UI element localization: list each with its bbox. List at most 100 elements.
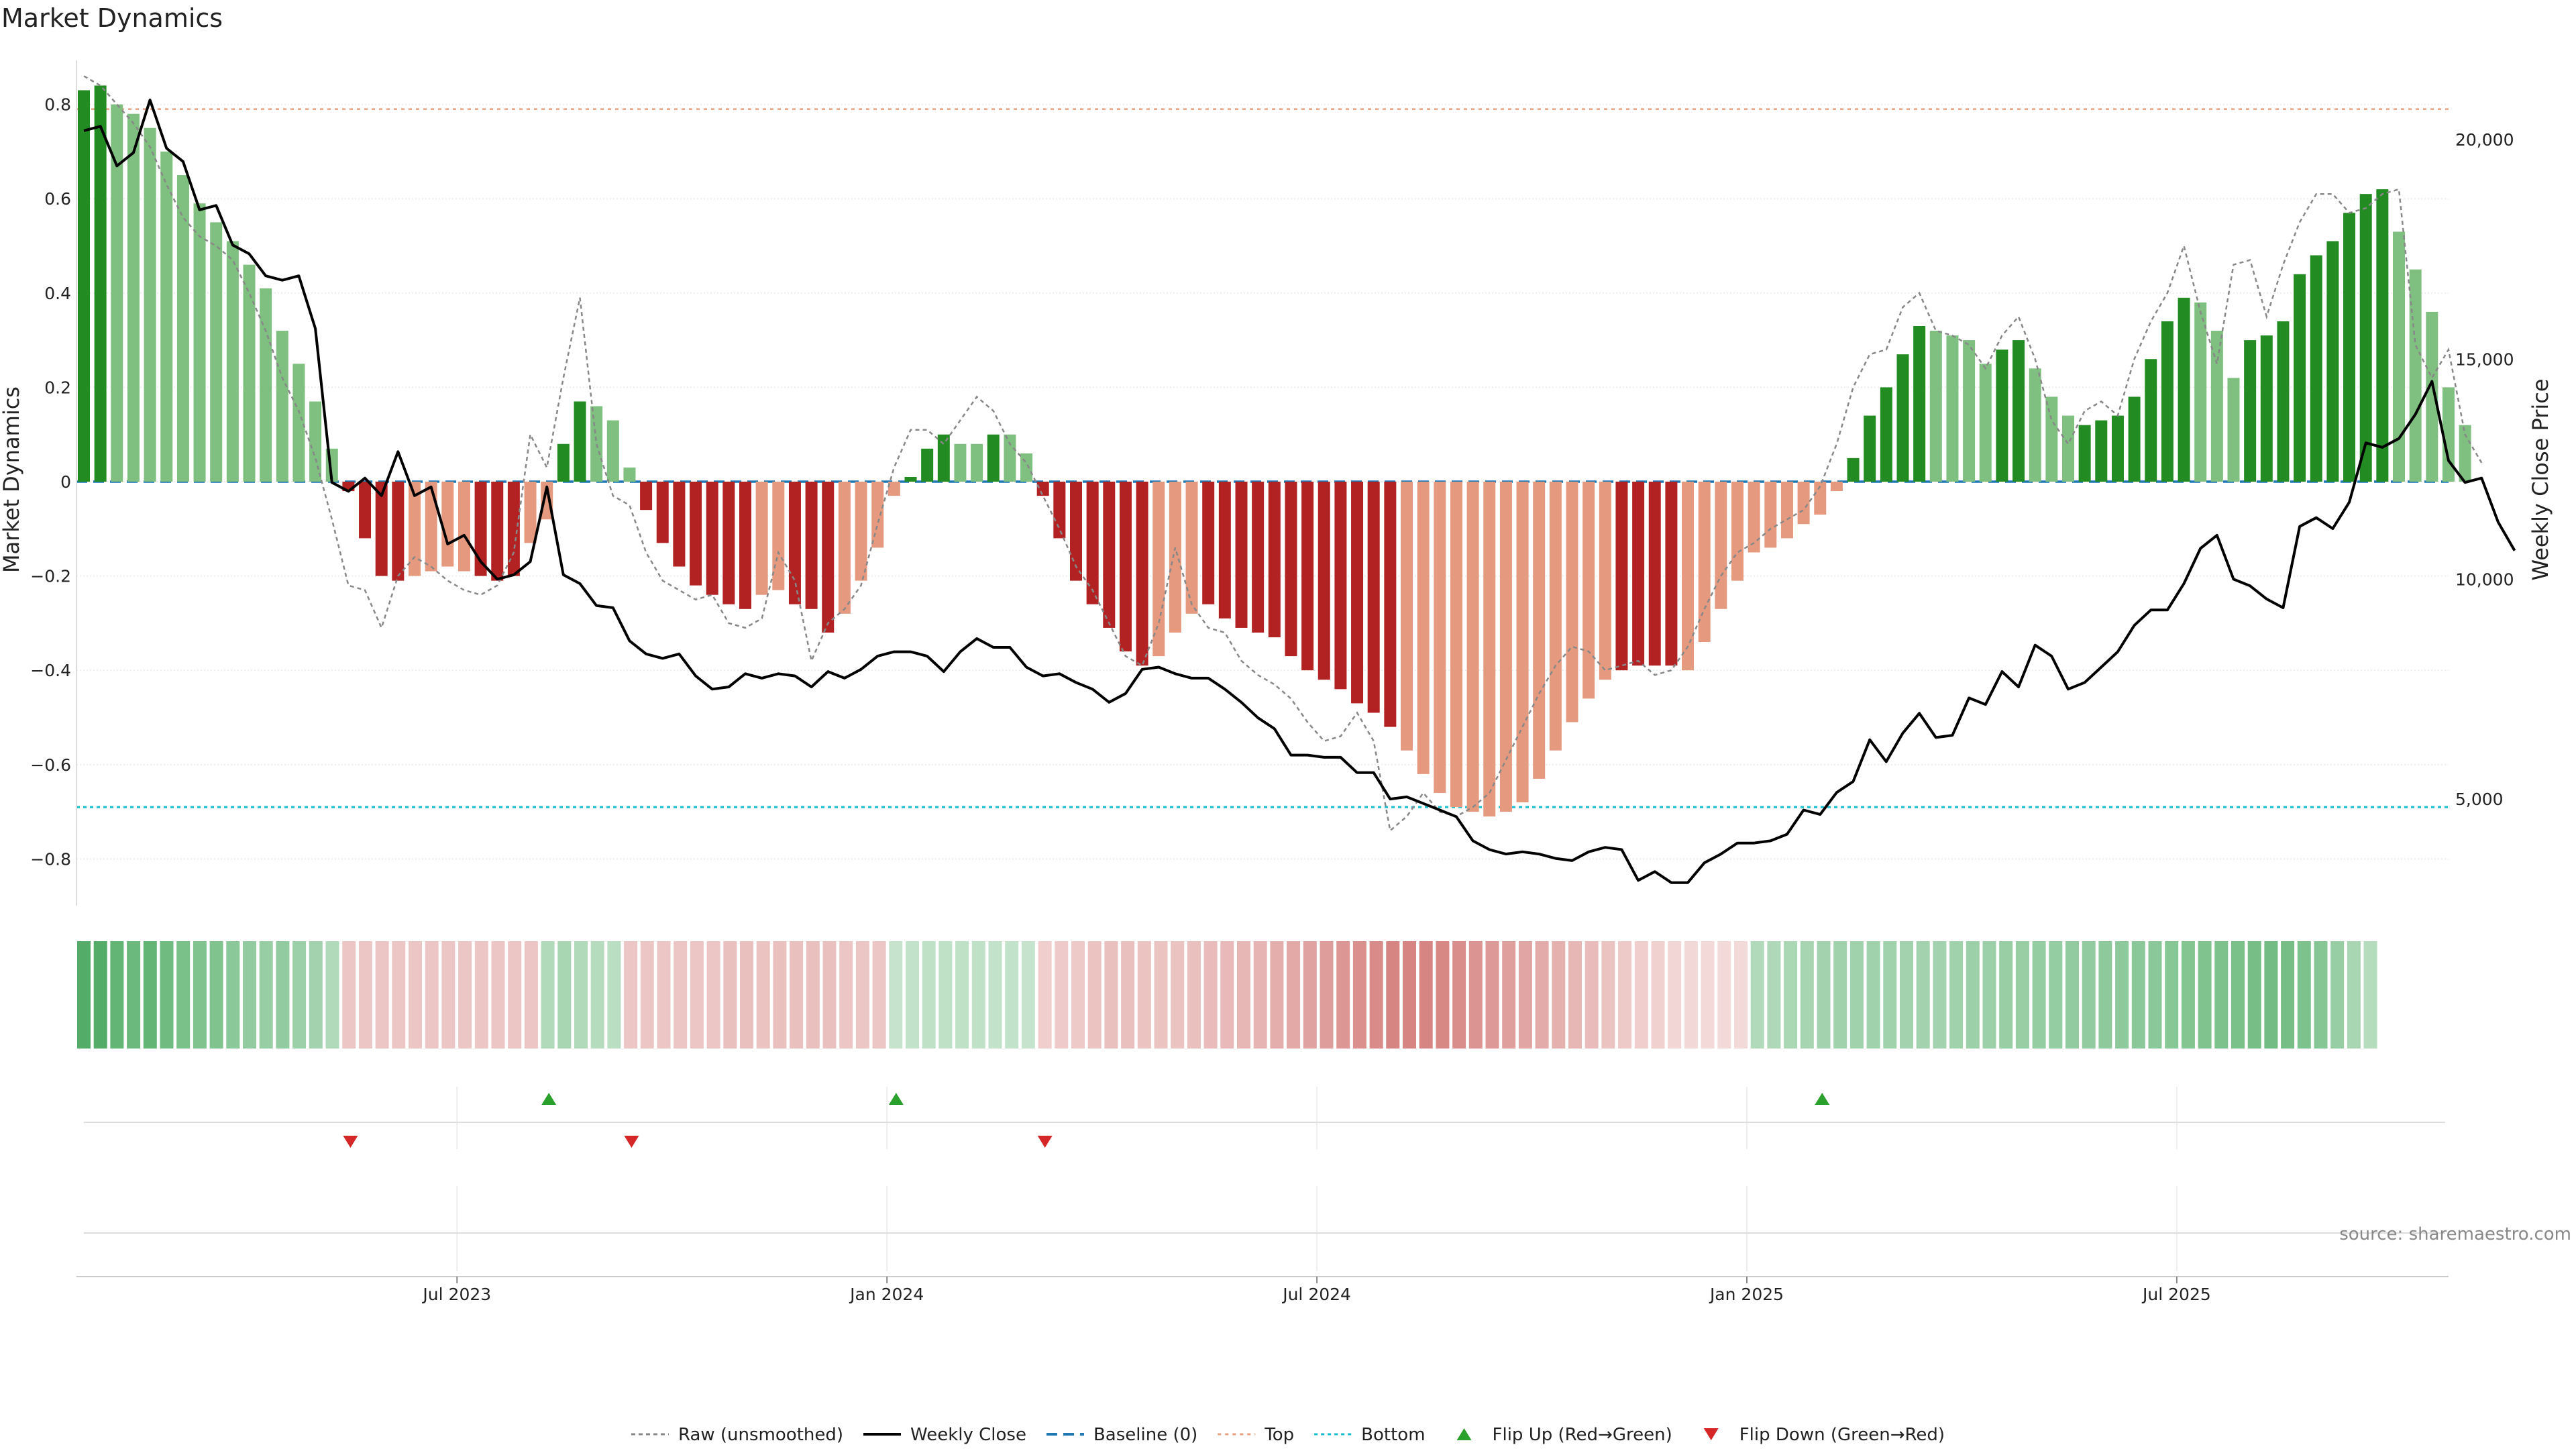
y-left-tick-8: −0.8: [30, 849, 71, 869]
bar-week-3: [127, 113, 140, 482]
legend-item-baseline: Baseline (0): [1046, 1425, 1197, 1445]
bar-week-84: [1466, 482, 1479, 812]
heat-cell-86: [1502, 941, 1516, 1049]
bar-week-142: [2426, 311, 2438, 482]
flip-markers: [343, 1093, 1830, 1148]
heat-cell-43: [790, 941, 804, 1049]
bar-week-128: [2194, 302, 2207, 482]
legend-label-close: Weekly Close: [910, 1425, 1026, 1445]
bar-week-91: [1582, 482, 1595, 699]
heat-cell-130: [2231, 941, 2245, 1049]
bar-week-70: [1235, 482, 1248, 628]
x-tick-label-3: Jan 2025: [1709, 1285, 1784, 1304]
bar-week-115: [1979, 364, 1992, 482]
heat-cell-9: [226, 941, 240, 1049]
heat-cell-84: [1468, 941, 1483, 1049]
bar-week-33: [623, 467, 636, 482]
bar-week-95: [1648, 482, 1661, 666]
weekly-close-line: [83, 99, 2516, 884]
bar-week-35: [656, 482, 669, 543]
heat-cell-12: [276, 941, 290, 1049]
bar-week-29: [557, 443, 570, 482]
bar-week-139: [2376, 189, 2389, 482]
bar-week-108: [1864, 415, 1876, 482]
heat-cell-117: [2015, 941, 2029, 1049]
bar-week-102: [1764, 482, 1777, 548]
heat-cell-125: [2148, 941, 2162, 1049]
y-right-tick-0: 20,000: [2455, 130, 2514, 150]
legend-label-top: Top: [1264, 1425, 1294, 1445]
bar-week-53: [954, 443, 967, 482]
bar-week-130: [2227, 378, 2240, 482]
heat-cell-110: [1900, 941, 1913, 1049]
legend-item-flip_up: Flip Up (Red→Green): [1456, 1425, 1672, 1445]
bar-week-144: [2459, 425, 2471, 482]
bar-week-25: [491, 482, 504, 581]
legend-label-baseline: Baseline (0): [1093, 1425, 1197, 1445]
legend: Raw (unsmoothed) Weekly Close Baseline (0)…: [631, 1425, 1945, 1445]
x-tick-label-2: Jul 2024: [1281, 1285, 1351, 1304]
bar-week-42: [772, 482, 785, 590]
bar-week-98: [1698, 482, 1711, 643]
bar-week-55: [987, 434, 1000, 482]
legend-item-close: Weekly Close: [863, 1425, 1026, 1445]
bar-week-88: [1533, 482, 1546, 779]
series-lines: [83, 75, 2516, 884]
heat-cell-82: [1436, 941, 1450, 1049]
y-axis-right-label: Weekly Close Price: [2528, 378, 2553, 580]
heat-cell-134: [2297, 941, 2311, 1049]
bar-week-132: [2260, 335, 2273, 482]
bar-week-92: [1599, 482, 1611, 680]
heat-cell-106: [1833, 941, 1847, 1049]
heat-cell-59: [1055, 941, 1069, 1049]
heat-cell-72: [1270, 941, 1284, 1049]
heat-cell-102: [1767, 941, 1781, 1049]
bar-week-89: [1549, 482, 1562, 751]
heat-cell-8: [209, 941, 223, 1049]
heat-cell-31: [590, 941, 604, 1049]
heat-cell-93: [1618, 941, 1632, 1049]
bar-week-60: [1070, 482, 1082, 581]
flip-down-marker-2: [1037, 1136, 1053, 1148]
heat-cell-64: [1137, 941, 1151, 1049]
x-tick-label-1: Jan 2024: [849, 1285, 924, 1304]
bar-week-136: [2326, 241, 2339, 482]
bar-week-138: [2359, 194, 2372, 482]
bar-week-79: [1384, 482, 1397, 727]
heat-cell-90: [1568, 941, 1582, 1049]
heat-cell-87: [1518, 941, 1532, 1049]
heat-cell-124: [2131, 941, 2145, 1049]
bar-week-83: [1450, 482, 1462, 808]
bar-week-116: [1996, 350, 2008, 482]
bar-week-86: [1499, 482, 1512, 812]
legend-swatch-flip-up: [1456, 1428, 1472, 1440]
bar-week-137: [2343, 213, 2356, 482]
bar-week-6: [176, 175, 189, 482]
reference-lines: [76, 108, 2449, 808]
bar-week-18: [375, 482, 388, 576]
heat-cell-115: [1982, 941, 1996, 1049]
bar-week-56: [1004, 434, 1016, 482]
bar-week-134: [2294, 274, 2306, 482]
bar-week-46: [838, 482, 851, 614]
bar-week-143: [2442, 387, 2455, 482]
flip-up-marker-0: [541, 1093, 557, 1105]
heat-cell-46: [839, 941, 853, 1049]
y-left-tick-5: −0.2: [30, 567, 71, 586]
heat-cell-36: [674, 941, 688, 1049]
bar-week-114: [1963, 340, 1976, 482]
heat-cell-65: [1154, 941, 1168, 1049]
heat-cell-39: [723, 941, 737, 1049]
bar-week-74: [1301, 482, 1314, 671]
heat-cell-97: [1684, 941, 1698, 1049]
heat-cell-135: [2314, 941, 2328, 1049]
heat-cell-121: [2082, 941, 2096, 1049]
bar-week-22: [441, 482, 454, 567]
legend-label-raw: Raw (unsmoothed): [678, 1425, 843, 1445]
heat-cell-132: [2264, 941, 2278, 1049]
bar-week-73: [1285, 482, 1297, 657]
bar-week-9: [226, 241, 239, 482]
heat-cell-114: [1966, 941, 1980, 1049]
bar-week-19: [392, 482, 405, 581]
bar-week-113: [1946, 335, 1959, 482]
